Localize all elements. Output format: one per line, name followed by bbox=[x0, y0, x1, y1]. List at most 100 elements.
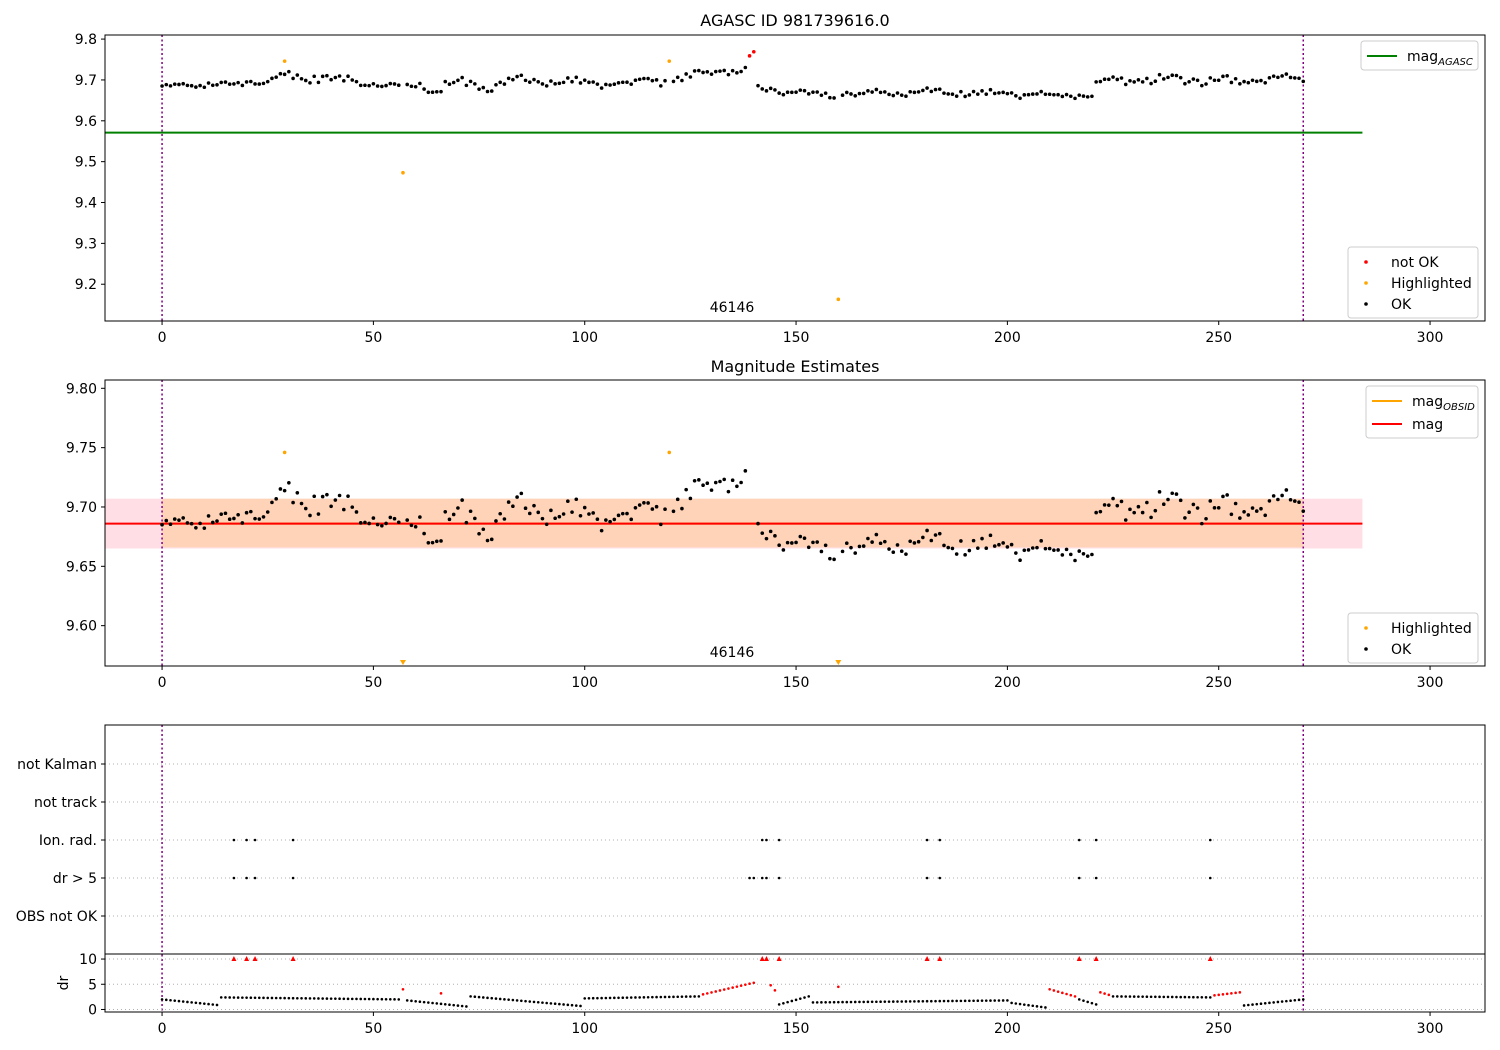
flag-row-label: dr > 5 bbox=[53, 871, 97, 887]
dr-ok-point bbox=[186, 1000, 189, 1004]
dr-ok-point bbox=[853, 1000, 857, 1004]
ok-point bbox=[1259, 506, 1263, 511]
y-tick-label: 9.70 bbox=[66, 500, 97, 516]
ok-point bbox=[1149, 515, 1153, 520]
ok-point bbox=[261, 515, 266, 519]
ok-point bbox=[1280, 74, 1284, 78]
ok-point bbox=[511, 504, 515, 509]
ok-point bbox=[908, 539, 912, 544]
dr-ok-point bbox=[621, 996, 625, 1000]
dr-ok-point bbox=[980, 999, 984, 1002]
ok-point bbox=[929, 89, 934, 94]
dr-ok-point bbox=[219, 996, 223, 999]
dr-ok-point bbox=[1082, 999, 1085, 1002]
dr-ok-point bbox=[1162, 995, 1166, 999]
ok-point bbox=[527, 511, 532, 516]
dr-ok-point bbox=[1187, 995, 1191, 999]
ok-point bbox=[1060, 94, 1065, 99]
ok-point bbox=[244, 80, 249, 84]
dr-ok-point bbox=[363, 997, 367, 1001]
dr-flagged-point bbox=[769, 983, 772, 987]
ok-point bbox=[249, 79, 253, 84]
dr-ok-point bbox=[473, 995, 477, 999]
dr-ok-point bbox=[232, 996, 236, 999]
ok-point bbox=[181, 81, 185, 86]
ok-point bbox=[718, 69, 722, 73]
legend-label-main: mag bbox=[1412, 394, 1443, 410]
ok-point bbox=[599, 86, 604, 90]
dr-capped-marker bbox=[776, 956, 782, 962]
ok-point bbox=[1102, 77, 1107, 82]
ok-point bbox=[342, 507, 346, 512]
ok-point bbox=[861, 544, 866, 548]
ok-point bbox=[557, 514, 562, 519]
dr-ok-point bbox=[858, 1000, 861, 1004]
ok-point bbox=[988, 87, 993, 92]
ok-point bbox=[992, 91, 997, 96]
dr-ok-point bbox=[1115, 995, 1119, 998]
flag-point bbox=[1208, 838, 1212, 842]
ok-point bbox=[1090, 552, 1094, 557]
ok-point bbox=[781, 548, 786, 552]
ok-point bbox=[1052, 548, 1056, 552]
ok-point bbox=[1115, 503, 1120, 508]
ok-point bbox=[1242, 509, 1246, 514]
dr-ok-point bbox=[942, 999, 946, 1003]
ok-point bbox=[189, 83, 194, 88]
dr-ok-point bbox=[431, 1001, 434, 1005]
ok-point bbox=[371, 516, 376, 520]
dr-ok-point bbox=[968, 999, 971, 1003]
dr-ok-point bbox=[617, 996, 620, 1000]
x-tick-label: 0 bbox=[158, 1021, 167, 1037]
ok-point bbox=[659, 84, 663, 88]
dr-ok-point bbox=[266, 996, 270, 1000]
ok-point bbox=[697, 68, 701, 73]
ok-point bbox=[215, 519, 219, 523]
ok-point bbox=[1259, 78, 1263, 83]
dr-ok-point bbox=[1289, 999, 1292, 1002]
ok-point bbox=[1271, 494, 1276, 498]
ok-point bbox=[337, 74, 342, 78]
flag-point bbox=[1077, 876, 1081, 880]
ok-point bbox=[198, 83, 202, 88]
ok-point bbox=[1145, 500, 1149, 505]
ok-point bbox=[1191, 502, 1196, 507]
dr-ok-point bbox=[1154, 995, 1157, 999]
ok-point bbox=[544, 84, 549, 88]
ok-point bbox=[1221, 74, 1225, 79]
dr-ok-point bbox=[777, 1003, 781, 1006]
ok-point bbox=[1005, 545, 1010, 549]
dr-ok-point bbox=[486, 996, 489, 1000]
ok-point bbox=[811, 540, 815, 545]
ok-point bbox=[481, 527, 486, 532]
dr-ok-point bbox=[1204, 996, 1208, 999]
ok-point bbox=[325, 492, 329, 497]
dr-ok-point bbox=[490, 996, 494, 1000]
dr-ok-point bbox=[790, 999, 794, 1003]
ok-point bbox=[595, 82, 600, 86]
dr-ok-point bbox=[359, 997, 363, 1001]
ok-point bbox=[1145, 76, 1149, 81]
dr-ok-point bbox=[418, 1000, 422, 1003]
dr-flagged-point bbox=[705, 992, 709, 995]
ok-point bbox=[299, 501, 304, 506]
ok-point bbox=[870, 540, 874, 544]
ok-point bbox=[823, 91, 828, 95]
dr-ok-point bbox=[1166, 995, 1170, 999]
ok-point bbox=[1195, 506, 1200, 510]
ok-point bbox=[773, 88, 777, 92]
ok-point bbox=[857, 91, 862, 96]
highlighted-point bbox=[401, 170, 405, 175]
ok-point bbox=[1271, 74, 1276, 78]
ok-point bbox=[1030, 92, 1035, 96]
ok-point bbox=[637, 77, 642, 82]
ok-point bbox=[815, 540, 819, 544]
ok-point bbox=[494, 82, 498, 87]
dr-ok-point bbox=[549, 1002, 553, 1005]
ok-point bbox=[646, 501, 650, 505]
ok-point bbox=[790, 541, 794, 545]
dr-ok-point bbox=[1111, 995, 1115, 998]
ok-point bbox=[705, 69, 710, 74]
ok-point bbox=[210, 83, 215, 88]
